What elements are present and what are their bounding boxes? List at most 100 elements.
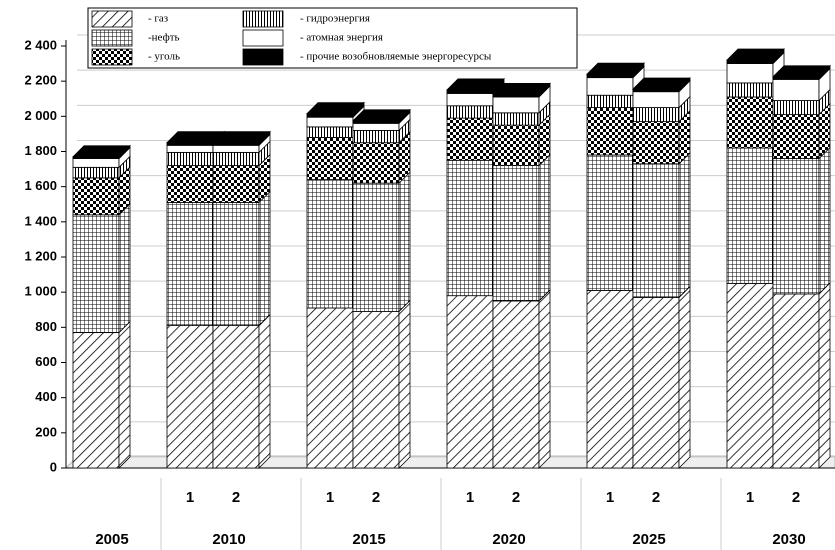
bar-segment xyxy=(772,158,820,295)
bar-segment xyxy=(726,63,774,84)
bar-segment xyxy=(632,121,680,165)
legend-label: - газ xyxy=(148,13,168,25)
bar-segment xyxy=(632,297,680,469)
legend-swatch xyxy=(242,48,284,66)
legend-box xyxy=(87,7,578,69)
bar-segment xyxy=(166,325,214,469)
bar-segment xyxy=(772,293,820,469)
bar-segment xyxy=(166,202,214,326)
bar-segment xyxy=(352,311,400,469)
bar-segment xyxy=(772,79,820,101)
bar-segment xyxy=(726,147,774,284)
bar-segment xyxy=(586,94,634,108)
y-tick-label: 1 600 xyxy=(24,178,57,193)
bar-segment-side xyxy=(258,313,271,469)
bar-segment-side xyxy=(538,153,551,302)
legend-label: - уголь xyxy=(148,51,180,63)
bar-segment xyxy=(632,107,680,123)
group-label: 2015 xyxy=(352,531,385,548)
legend-swatch xyxy=(91,10,133,28)
bar-top xyxy=(772,65,831,78)
bar-segment xyxy=(352,129,400,144)
bar-segment xyxy=(306,307,354,469)
x-tick-label: 2 xyxy=(372,489,380,506)
bar-segment xyxy=(166,165,214,203)
bar-segment-side xyxy=(538,288,551,469)
legend-label: - гидроэнергия xyxy=(300,13,370,25)
legend-swatch xyxy=(91,29,133,47)
bar-segment xyxy=(492,124,540,166)
bar-segment-side xyxy=(818,281,831,469)
x-tick-label: 1 xyxy=(326,489,334,506)
x-tick-label: 1 xyxy=(466,489,474,506)
x-tick-label: 1 xyxy=(186,489,194,506)
legend-swatch xyxy=(91,48,133,66)
bar-segment xyxy=(446,93,494,107)
bar-segment-side xyxy=(118,320,131,469)
bar-segment xyxy=(492,300,540,469)
bar-segment xyxy=(726,282,774,469)
bar-segment xyxy=(352,142,400,184)
y-tick-label: 600 xyxy=(35,354,57,369)
bar-segment xyxy=(306,179,354,309)
bar-segment xyxy=(72,214,120,334)
legend-label: - прочие возобновляемые энергоресурсы xyxy=(300,51,492,63)
bar-segment xyxy=(352,182,400,312)
bar-top xyxy=(726,48,785,61)
y-tick-label: 2 000 xyxy=(24,108,57,123)
bar-segment xyxy=(72,158,120,168)
bar-segment xyxy=(726,59,774,64)
bar-segment-side xyxy=(678,151,691,299)
bar-segment xyxy=(72,166,120,179)
legend-swatch xyxy=(242,29,284,47)
bar-segment xyxy=(586,154,634,291)
bar-segment xyxy=(446,105,494,119)
group-label: 2020 xyxy=(492,531,525,548)
bar-segment xyxy=(212,151,260,166)
group-label: 2030 xyxy=(772,531,805,548)
x-tick-label: 2 xyxy=(652,489,660,506)
bar-top xyxy=(632,77,691,90)
bar-segment-side xyxy=(258,190,271,327)
bar-segment xyxy=(352,122,400,131)
bar-top xyxy=(492,82,551,95)
bar-segment xyxy=(726,82,774,98)
bar-top xyxy=(212,131,271,144)
x-tick-label: 2 xyxy=(512,489,520,506)
bar-top xyxy=(72,145,131,158)
bar-segment-side xyxy=(818,146,831,295)
y-tick-label: 400 xyxy=(35,389,57,404)
bar-segment xyxy=(306,116,354,128)
y-tick-label: 1 800 xyxy=(24,143,57,158)
bar-segment xyxy=(446,117,494,161)
y-tick-label: 2 400 xyxy=(24,37,57,52)
x-tick-label: 1 xyxy=(746,489,754,506)
x-tick-label: 2 xyxy=(792,489,800,506)
y-tick-label: 0 xyxy=(50,459,57,474)
group-label: 2005 xyxy=(95,531,128,548)
x-tick-label: 1 xyxy=(606,489,614,506)
y-tick-label: 800 xyxy=(35,319,57,334)
y-tick-label: 1 000 xyxy=(24,284,57,299)
x-tick-label: 2 xyxy=(232,489,240,506)
y-tick-label: 1 200 xyxy=(24,248,57,263)
bar-segment xyxy=(586,77,634,96)
group-label: 2010 xyxy=(212,531,245,548)
bar-segment-side xyxy=(118,202,131,334)
bar-segment xyxy=(492,112,540,126)
bar-segment xyxy=(726,96,774,149)
bar-segment xyxy=(772,114,820,159)
bar-top xyxy=(446,78,505,91)
bar-segment xyxy=(72,177,120,216)
bar-segment xyxy=(306,126,354,138)
bar-segment xyxy=(446,89,494,94)
bar-segment xyxy=(166,151,214,166)
group-label: 2025 xyxy=(632,531,665,548)
bar-top xyxy=(352,109,411,122)
bar-top xyxy=(306,102,365,115)
bar-top xyxy=(586,62,645,75)
bar-segment xyxy=(166,144,214,153)
bar-segment xyxy=(212,144,260,153)
bar-segment-side xyxy=(678,285,691,469)
